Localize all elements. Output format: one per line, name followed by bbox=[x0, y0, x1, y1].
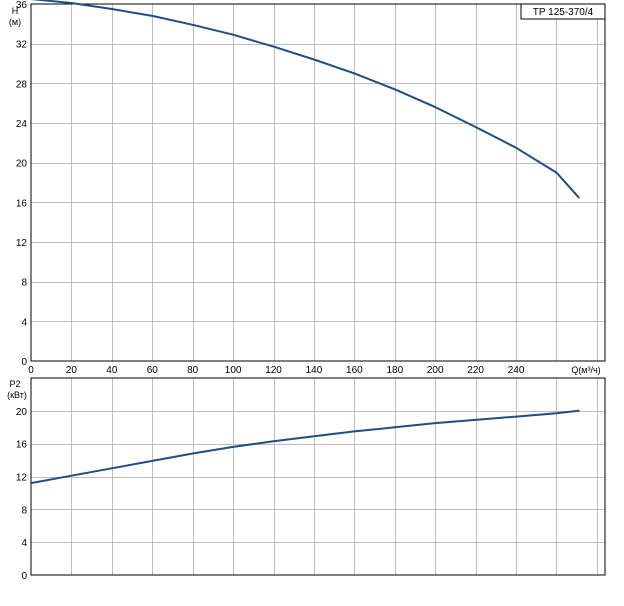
pump-model-label-box bbox=[520, 3, 606, 20]
flow-axis-label: Q(м³/ч) bbox=[571, 365, 600, 375]
power-axis-unit: (кВт) bbox=[7, 390, 27, 400]
x-tick-label: 80 bbox=[187, 365, 199, 376]
head-chart-frame bbox=[30, 3, 606, 362]
x-tick-label: 140 bbox=[306, 365, 323, 376]
x-tick-label: 120 bbox=[265, 365, 282, 376]
y-tick-label: 12 bbox=[16, 238, 28, 249]
y-tick-label: 20 bbox=[16, 407, 28, 418]
y-tick-label: 8 bbox=[21, 505, 27, 516]
y-tick-label: 16 bbox=[16, 440, 28, 451]
y-tick-label: 24 bbox=[16, 119, 28, 130]
x-tick-label: 60 bbox=[147, 365, 159, 376]
head-axis-unit: (м) bbox=[9, 17, 21, 27]
y-tick-label: 0 bbox=[21, 357, 27, 368]
y-tick-label: 16 bbox=[16, 198, 28, 209]
x-tick-label: 0 bbox=[28, 365, 34, 376]
y-tick-label: 8 bbox=[21, 278, 27, 289]
y-tick-label: 4 bbox=[21, 538, 27, 549]
head-curve-line bbox=[30, 0, 580, 199]
head-x-tick-labels: 0 20 40 60 80 100 120 140 160 180 200 220 240 bbox=[28, 365, 525, 376]
power-y-tick-labels: 0 4 8 12 16 20 bbox=[16, 407, 28, 582]
head-chart-grid bbox=[31, 4, 605, 361]
x-tick-label: 160 bbox=[346, 365, 363, 376]
head-y-tick-labels: 0 4 8 12 16 20 24 28 32 36 bbox=[16, 0, 28, 368]
x-tick-label: 100 bbox=[225, 365, 242, 376]
pump-model-label: TP 125-370/4 bbox=[533, 7, 594, 18]
y-tick-label: 32 bbox=[16, 40, 28, 51]
head-axis-label: H bbox=[12, 6, 19, 16]
power-chart-frame bbox=[30, 377, 606, 576]
y-tick-label: 12 bbox=[16, 473, 28, 484]
power-curve-panel: 0 4 8 12 16 20 P2 (кВт) bbox=[7, 377, 606, 582]
y-tick-label: 4 bbox=[21, 317, 27, 328]
x-tick-label: 200 bbox=[427, 365, 444, 376]
y-tick-label: 28 bbox=[16, 79, 28, 90]
x-tick-label: 40 bbox=[106, 365, 118, 376]
x-tick-label: 220 bbox=[467, 365, 484, 376]
x-tick-label: 20 bbox=[66, 365, 78, 376]
y-tick-label: 0 bbox=[21, 571, 27, 582]
y-tick-label: 36 bbox=[16, 0, 28, 11]
head-curve-panel: 0 4 8 12 16 20 24 28 32 36 0 20 40 60 80 100 120 140 160 1… bbox=[9, 0, 606, 376]
power-chart-grid bbox=[31, 378, 605, 575]
x-tick-label: 180 bbox=[386, 365, 403, 376]
x-tick-label: 240 bbox=[508, 365, 525, 376]
power-axis-label: P2 bbox=[9, 379, 20, 389]
power-curve-line bbox=[30, 409, 580, 485]
y-tick-label: 20 bbox=[16, 159, 28, 170]
